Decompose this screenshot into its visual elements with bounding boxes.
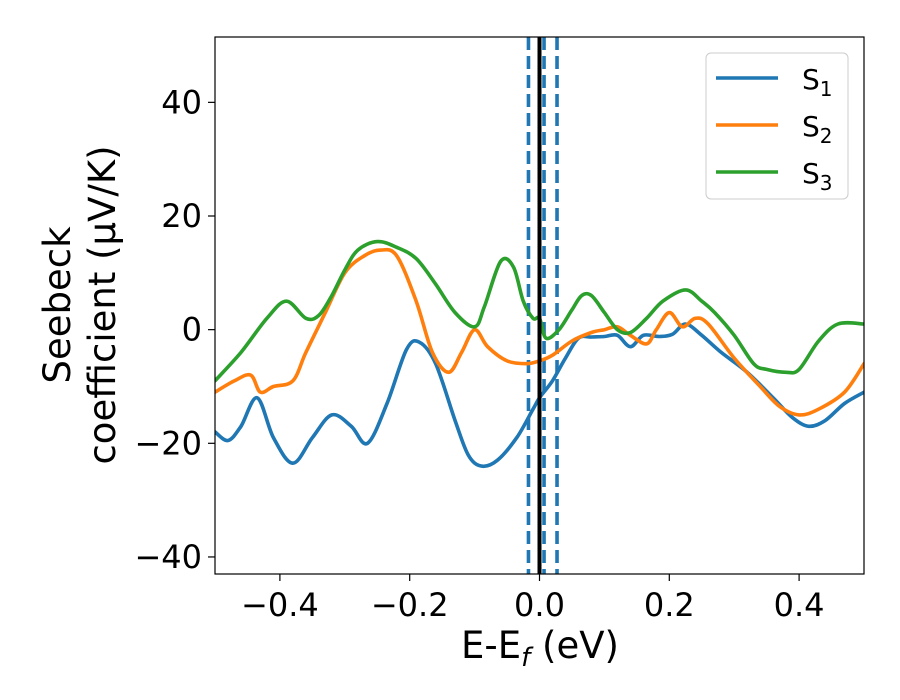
x-tick-label: 0.4 <box>774 586 825 624</box>
x-tick-label: 0.0 <box>514 586 565 624</box>
legend-label-s1: S1 <box>802 63 833 101</box>
legend-label-s3: S3 <box>802 157 833 195</box>
y-tick-label: 20 <box>161 197 202 235</box>
y-tick-label: 40 <box>161 83 202 121</box>
series-lines <box>215 37 864 574</box>
y-axis-label: Seebeck coefficient (μV/K) <box>36 145 124 464</box>
y-axis-label-line2: coefficient (μV/K) <box>81 145 124 464</box>
legend-label-s2: S2 <box>802 110 833 148</box>
x-tick-label: −0.2 <box>371 586 449 624</box>
y-tick-label: −20 <box>134 424 202 462</box>
y-tick-label: 0 <box>182 311 202 349</box>
x-tick-label: −0.4 <box>241 586 319 624</box>
series-line-s2 <box>215 247 864 417</box>
x-axis-label: E-Ef (eV) <box>461 624 619 673</box>
y-axis-ticks: −40 −20 0 20 40 <box>134 83 215 576</box>
x-tick-label: 0.2 <box>644 586 695 624</box>
x-axis-ticks: −0.4 −0.2 0.0 0.2 0.4 <box>241 574 825 624</box>
series-line-s3 <box>215 239 864 383</box>
y-axis-label-line1: Seebeck <box>36 226 79 384</box>
y-tick-label: −40 <box>134 538 202 576</box>
vertical-lines <box>526 37 559 574</box>
legend: S1 S2 S3 <box>705 52 849 200</box>
